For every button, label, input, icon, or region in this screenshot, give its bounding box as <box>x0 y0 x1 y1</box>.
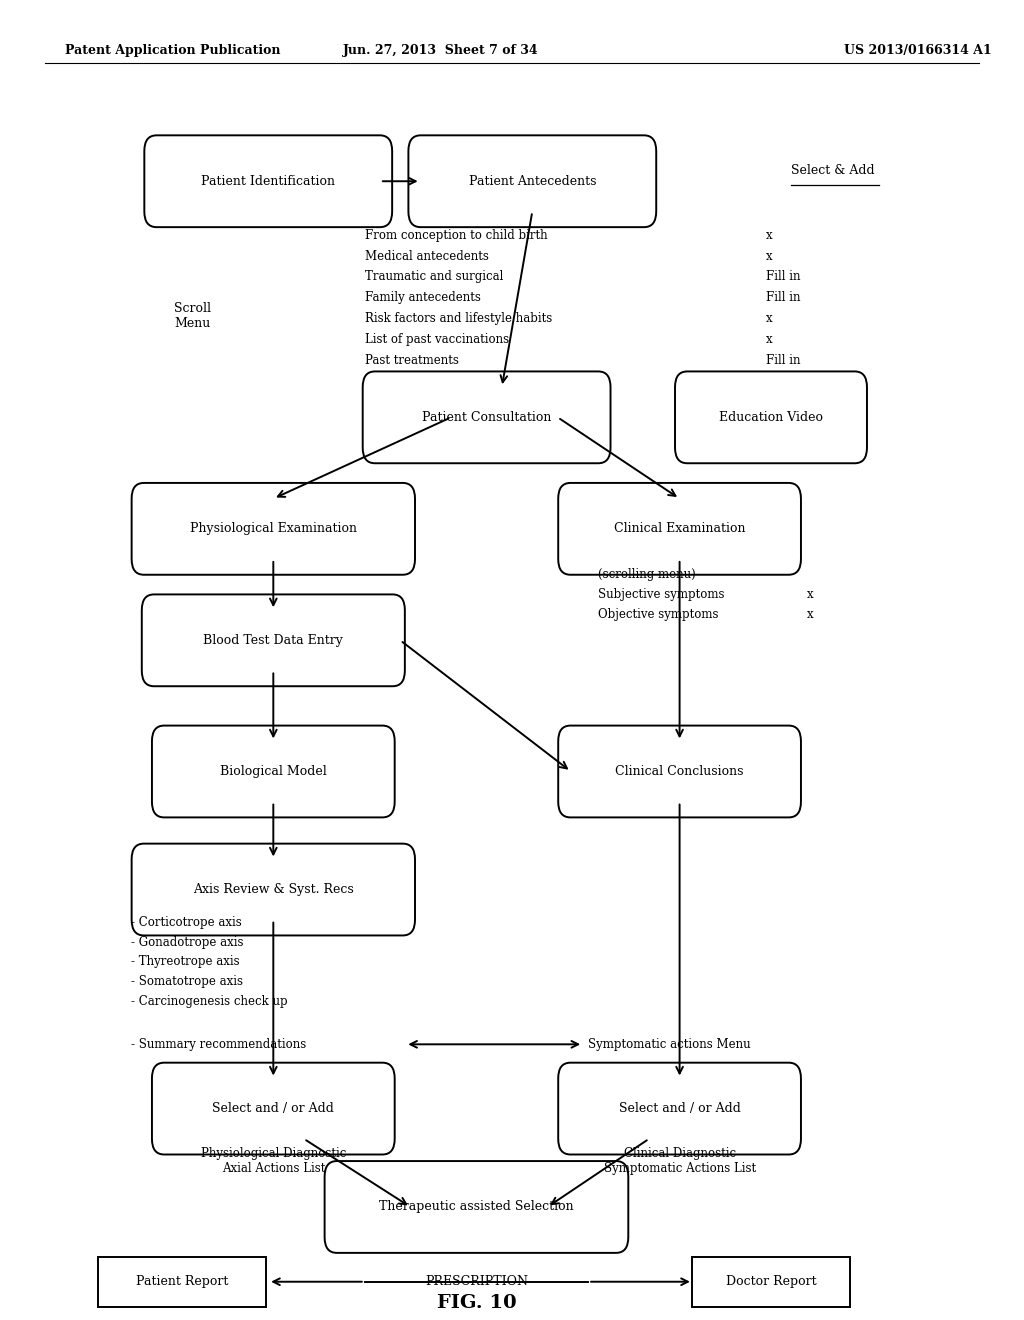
Text: Education Video: Education Video <box>719 411 823 424</box>
Text: - Gonadotrope axis: - Gonadotrope axis <box>131 936 244 949</box>
Text: Past treatments: Past treatments <box>365 355 459 367</box>
Text: Doctor Report: Doctor Report <box>726 1275 816 1288</box>
Text: Fill in: Fill in <box>766 292 801 305</box>
Text: Select and / or Add: Select and / or Add <box>618 1102 740 1115</box>
Text: Subjective symptoms: Subjective symptoms <box>598 587 725 601</box>
Text: Patient Consultation: Patient Consultation <box>422 411 551 424</box>
Text: Select & Add: Select & Add <box>792 164 874 177</box>
Text: Patent Application Publication: Patent Application Publication <box>66 44 281 57</box>
Text: Blood Test Data Entry: Blood Test Data Entry <box>204 634 343 647</box>
Text: Risk factors and lifestyle habits: Risk factors and lifestyle habits <box>365 313 552 326</box>
FancyBboxPatch shape <box>144 136 392 227</box>
FancyBboxPatch shape <box>132 483 415 574</box>
Text: Patient Antecedents: Patient Antecedents <box>469 174 596 187</box>
Text: Jun. 27, 2013  Sheet 7 of 34: Jun. 27, 2013 Sheet 7 of 34 <box>343 44 539 57</box>
FancyBboxPatch shape <box>558 483 801 574</box>
Text: List of past vaccinations: List of past vaccinations <box>365 334 509 346</box>
Text: Family antecedents: Family antecedents <box>365 292 480 305</box>
Text: Traumatic and surgical: Traumatic and surgical <box>365 271 503 284</box>
FancyBboxPatch shape <box>325 1162 629 1253</box>
Text: - Summary recommendations: - Summary recommendations <box>131 1038 306 1051</box>
Text: Physiological Examination: Physiological Examination <box>189 523 356 536</box>
Text: Clinical Examination: Clinical Examination <box>613 523 745 536</box>
Text: x: x <box>807 607 813 620</box>
Text: Clinical Conclusions: Clinical Conclusions <box>615 766 743 777</box>
Text: x: x <box>766 313 772 326</box>
FancyBboxPatch shape <box>141 594 404 686</box>
Text: - Thyreotrope axis: - Thyreotrope axis <box>131 956 240 968</box>
FancyBboxPatch shape <box>152 1063 394 1155</box>
FancyBboxPatch shape <box>132 843 415 936</box>
Bar <box>692 1257 850 1307</box>
FancyBboxPatch shape <box>362 371 610 463</box>
Text: x: x <box>766 334 772 346</box>
Text: Medical antecedents: Medical antecedents <box>365 249 488 263</box>
Text: Select and / or Add: Select and / or Add <box>212 1102 334 1115</box>
FancyBboxPatch shape <box>152 726 394 817</box>
FancyBboxPatch shape <box>558 1063 801 1155</box>
Text: Biological Model: Biological Model <box>220 766 327 777</box>
Text: Objective symptoms: Objective symptoms <box>598 607 719 620</box>
Text: - Corticotrope axis: - Corticotrope axis <box>131 916 242 929</box>
FancyBboxPatch shape <box>558 726 801 817</box>
Text: Scroll
Menu: Scroll Menu <box>173 302 211 330</box>
Text: FIG. 10: FIG. 10 <box>436 1294 516 1312</box>
Text: Fill in: Fill in <box>766 355 801 367</box>
Text: Fill in: Fill in <box>766 271 801 284</box>
Text: Axis Review & Syst. Recs: Axis Review & Syst. Recs <box>193 883 353 896</box>
Text: Patient Identification: Patient Identification <box>202 174 335 187</box>
Text: - Somatotrope axis: - Somatotrope axis <box>131 975 243 987</box>
Text: x: x <box>807 587 813 601</box>
Text: x: x <box>766 228 772 242</box>
FancyBboxPatch shape <box>409 136 656 227</box>
Text: Physiological Diagnostic
Axial Actions List: Physiological Diagnostic Axial Actions L… <box>201 1147 346 1175</box>
Text: x: x <box>766 249 772 263</box>
Text: Clinical Diagnostic
Symptomatic Actions List: Clinical Diagnostic Symptomatic Actions … <box>603 1147 756 1175</box>
Text: (scrolling menu): (scrolling menu) <box>598 568 696 581</box>
Text: Patient Report: Patient Report <box>136 1275 228 1288</box>
Text: US 2013/0166314 A1: US 2013/0166314 A1 <box>845 44 992 57</box>
Text: From conception to child birth: From conception to child birth <box>365 228 548 242</box>
Text: Therapeutic assisted Selection: Therapeutic assisted Selection <box>379 1200 573 1213</box>
Text: PRESCRIPTION: PRESCRIPTION <box>425 1275 528 1288</box>
Bar <box>98 1257 265 1307</box>
FancyBboxPatch shape <box>675 371 867 463</box>
Text: - Carcinogenesis check up: - Carcinogenesis check up <box>131 994 288 1007</box>
Text: Symptomatic actions Menu: Symptomatic actions Menu <box>588 1038 751 1051</box>
